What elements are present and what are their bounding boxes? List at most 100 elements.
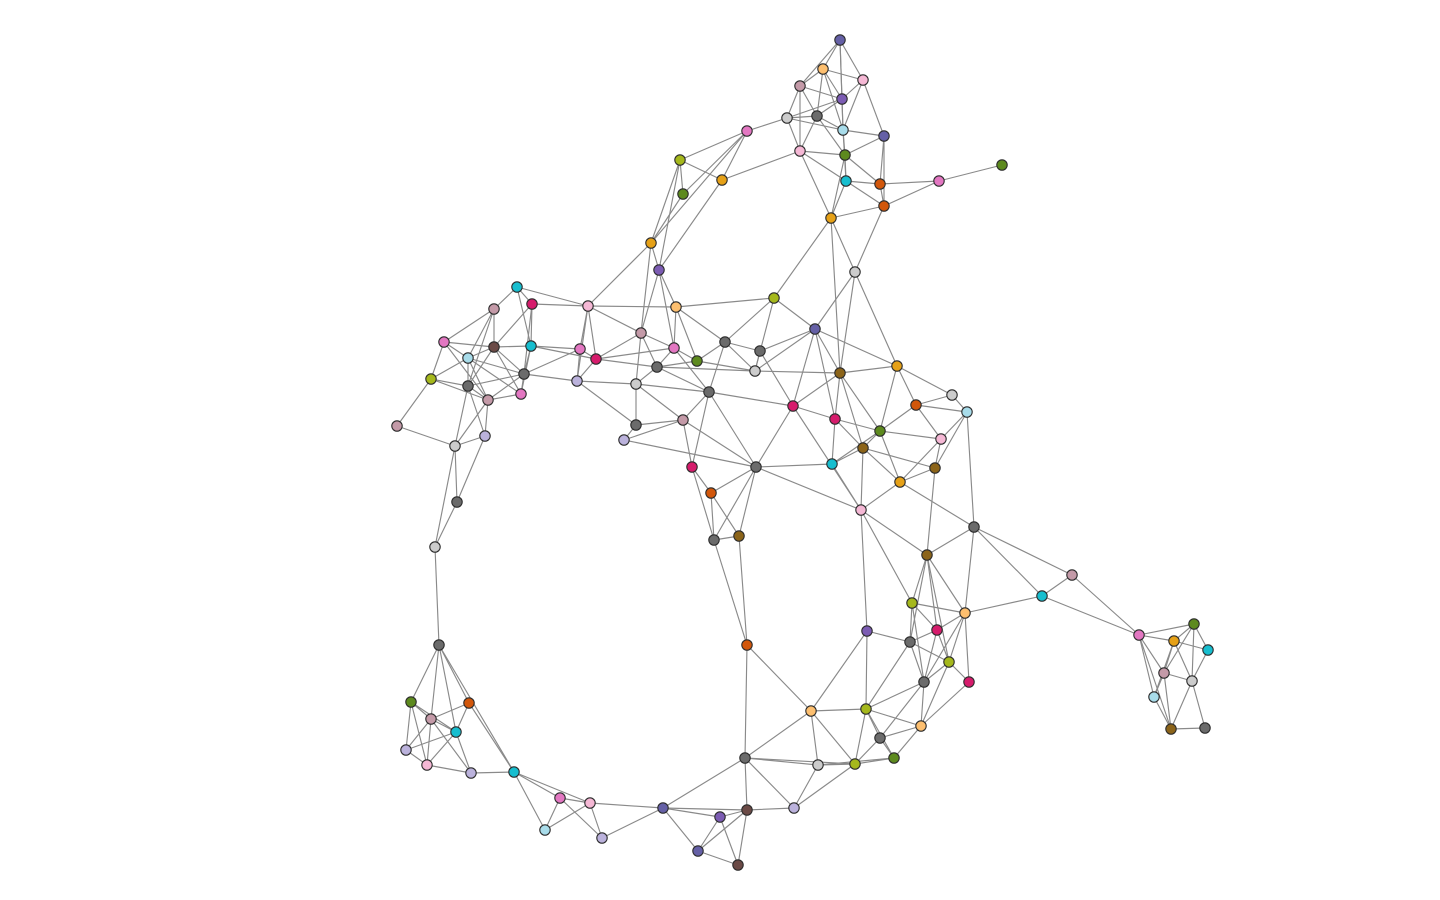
graph-node[interactable] — [571, 375, 583, 387]
graph-node[interactable] — [479, 430, 491, 442]
graph-node[interactable] — [1165, 723, 1177, 735]
graph-node[interactable] — [836, 93, 848, 105]
graph-node[interactable] — [674, 154, 686, 166]
graph-node[interactable] — [741, 125, 753, 137]
graph-node[interactable] — [943, 656, 955, 668]
graph-node[interactable] — [657, 802, 669, 814]
graph-node[interactable] — [741, 804, 753, 816]
graph-node[interactable] — [918, 676, 930, 688]
graph-node[interactable] — [670, 301, 682, 313]
graph-node[interactable] — [805, 705, 817, 717]
graph-node[interactable] — [462, 380, 474, 392]
graph-node[interactable] — [1158, 667, 1170, 679]
graph-node[interactable] — [861, 625, 873, 637]
graph-node[interactable] — [714, 811, 726, 823]
graph-node[interactable] — [618, 434, 630, 446]
graph-node[interactable] — [1168, 635, 1180, 647]
graph-node[interactable] — [825, 212, 837, 224]
graph-node[interactable] — [391, 420, 403, 432]
graph-node[interactable] — [405, 696, 417, 708]
graph-node[interactable] — [508, 766, 520, 778]
graph-node[interactable] — [653, 264, 665, 276]
graph-node[interactable] — [1202, 644, 1214, 656]
graph-node[interactable] — [754, 345, 766, 357]
graph-node[interactable] — [1199, 722, 1211, 734]
graph-node[interactable] — [1186, 675, 1198, 687]
graph-node[interactable] — [449, 440, 461, 452]
graph-node[interactable] — [1148, 691, 1160, 703]
graph-node[interactable] — [1133, 629, 1145, 641]
graph-node[interactable] — [931, 624, 943, 636]
graph-node[interactable] — [716, 174, 728, 186]
graph-node[interactable] — [894, 476, 906, 488]
graph-node[interactable] — [829, 413, 841, 425]
graph-node[interactable] — [963, 676, 975, 688]
graph-node[interactable] — [425, 713, 437, 725]
graph-node[interactable] — [857, 74, 869, 86]
graph-node[interactable] — [874, 732, 886, 744]
graph-node[interactable] — [635, 327, 647, 339]
graph-node[interactable] — [878, 130, 890, 142]
graph-node[interactable] — [794, 80, 806, 92]
graph-node[interactable] — [584, 797, 596, 809]
graph-node[interactable] — [574, 343, 586, 355]
graph-node[interactable] — [539, 824, 551, 836]
graph-node[interactable] — [849, 266, 861, 278]
graph-node[interactable] — [429, 541, 441, 553]
graph-node[interactable] — [590, 353, 602, 365]
graph-node[interactable] — [677, 188, 689, 200]
graph-node[interactable] — [750, 461, 762, 473]
graph-node[interactable] — [451, 496, 463, 508]
graph-node[interactable] — [677, 414, 689, 426]
graph-node[interactable] — [817, 63, 829, 75]
graph-node[interactable] — [968, 521, 980, 533]
graph-node[interactable] — [708, 534, 720, 546]
graph-node[interactable] — [488, 303, 500, 315]
graph-node[interactable] — [596, 832, 608, 844]
graph-node[interactable] — [433, 639, 445, 651]
graph-node[interactable] — [526, 298, 538, 310]
graph-node[interactable] — [651, 361, 663, 373]
graph-node[interactable] — [525, 340, 537, 352]
graph-node[interactable] — [732, 859, 744, 871]
graph-node[interactable] — [741, 639, 753, 651]
graph-node[interactable] — [462, 352, 474, 364]
graph-node[interactable] — [787, 400, 799, 412]
graph-node[interactable] — [915, 720, 927, 732]
graph-node[interactable] — [668, 342, 680, 354]
graph-node[interactable] — [686, 461, 698, 473]
graph-node[interactable] — [860, 703, 872, 715]
graph-node[interactable] — [878, 200, 890, 212]
graph-node[interactable] — [910, 399, 922, 411]
graph-node[interactable] — [630, 378, 642, 390]
graph-node[interactable] — [840, 175, 852, 187]
graph-node[interactable] — [961, 406, 973, 418]
graph-node[interactable] — [749, 365, 761, 377]
graph-node[interactable] — [906, 597, 918, 609]
graph-node[interactable] — [834, 367, 846, 379]
graph-node[interactable] — [996, 159, 1008, 171]
graph-node[interactable] — [888, 752, 900, 764]
graph-node[interactable] — [826, 458, 838, 470]
graph-node[interactable] — [630, 419, 642, 431]
graph-node[interactable] — [739, 752, 751, 764]
graph-node[interactable] — [425, 373, 437, 385]
graph-node[interactable] — [463, 697, 475, 709]
graph-node[interactable] — [839, 149, 851, 161]
graph-node[interactable] — [781, 112, 793, 124]
graph-node[interactable] — [768, 292, 780, 304]
graph-node[interactable] — [959, 607, 971, 619]
graph-node[interactable] — [465, 767, 477, 779]
graph-node[interactable] — [400, 744, 412, 756]
graph-node[interactable] — [488, 341, 500, 353]
graph-node[interactable] — [794, 145, 806, 157]
graph-node[interactable] — [834, 34, 846, 46]
graph-node[interactable] — [582, 300, 594, 312]
graph-node[interactable] — [812, 759, 824, 771]
graph-node[interactable] — [450, 726, 462, 738]
graph-node[interactable] — [849, 758, 861, 770]
graph-node[interactable] — [837, 124, 849, 136]
graph-node[interactable] — [518, 368, 530, 380]
graph-node[interactable] — [421, 759, 433, 771]
graph-node[interactable] — [719, 336, 731, 348]
